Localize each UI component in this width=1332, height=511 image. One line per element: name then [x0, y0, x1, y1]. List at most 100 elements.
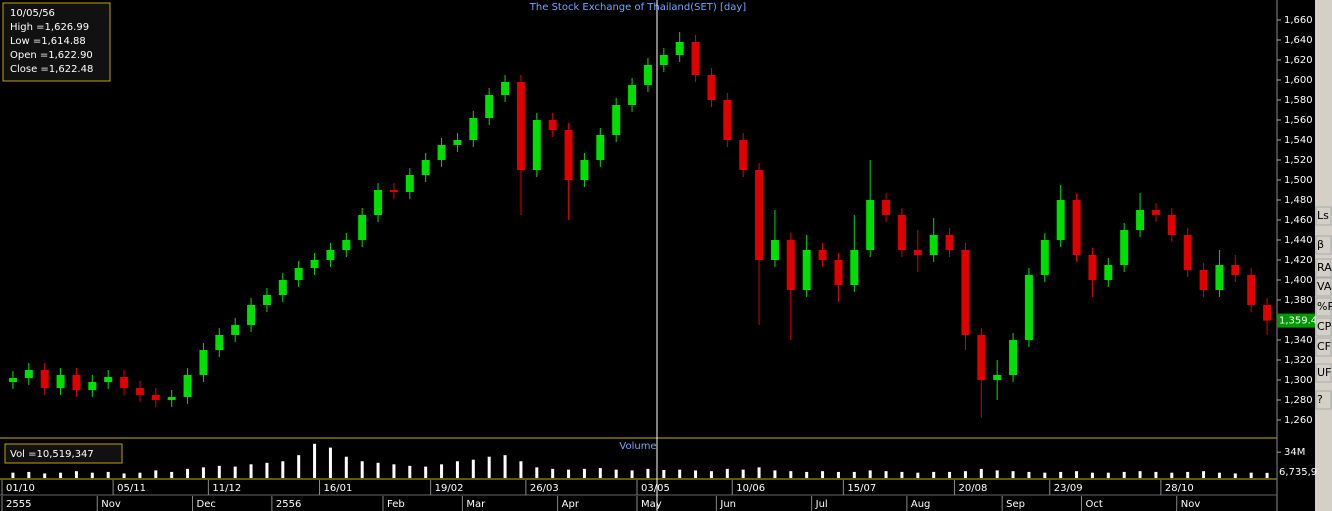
- candle-body: [469, 118, 478, 140]
- y-tick-label: 1,420: [1284, 255, 1313, 266]
- toolbar: [1315, 0, 1332, 511]
- toolbar-button[interactable]: [1315, 337, 1332, 357]
- month-label: Jun: [719, 499, 736, 510]
- candle-body: [723, 100, 732, 140]
- y-tick-label: 1,580: [1284, 95, 1313, 106]
- month-label: Aug: [911, 499, 931, 510]
- candle-body: [596, 135, 605, 160]
- volume-bar: [503, 455, 507, 478]
- toolbar-label[interactable]: ?: [1317, 393, 1323, 406]
- toolbar-label[interactable]: CP: [1317, 320, 1332, 333]
- candle-body: [72, 375, 81, 390]
- volume-bar: [328, 447, 332, 478]
- candle-body: [104, 377, 113, 382]
- candle-body: [1072, 200, 1081, 255]
- volume-bar: [27, 471, 31, 478]
- volume-bar: [1043, 472, 1047, 478]
- candle-body: [802, 250, 811, 290]
- candle-body: [612, 105, 621, 135]
- toolbar-button[interactable]: [1315, 297, 1332, 317]
- candle-body: [199, 350, 208, 375]
- candle-body: [151, 395, 160, 400]
- volume-bar: [471, 459, 475, 478]
- volume-bar: [789, 471, 793, 478]
- toolbar-button[interactable]: [1315, 277, 1332, 297]
- volume-bar: [487, 456, 491, 478]
- date-label: 05/11: [117, 483, 146, 494]
- month-label: May: [641, 499, 662, 510]
- candle-body: [1056, 200, 1065, 240]
- volume-bar: [519, 461, 523, 478]
- toolbar-button[interactable]: [1315, 235, 1332, 255]
- volume-bar: [1170, 472, 1174, 478]
- candle-body: [56, 375, 65, 388]
- y-tick-label: 1,660: [1284, 15, 1313, 26]
- toolbar-button[interactable]: [1315, 258, 1332, 278]
- y-tick-label: 1,300: [1284, 375, 1313, 386]
- candle-body: [755, 170, 764, 260]
- toolbar-button[interactable]: [1315, 317, 1332, 337]
- volume-bar: [567, 469, 571, 478]
- volume-bar: [376, 462, 380, 478]
- volume-bar: [821, 471, 825, 478]
- toolbar-button[interactable]: [1315, 206, 1332, 226]
- volume-bar: [773, 470, 777, 478]
- volume-bar: [59, 472, 63, 478]
- date-label: 23/09: [1054, 483, 1083, 494]
- volume-bar: [11, 472, 15, 478]
- candle-body: [866, 200, 875, 250]
- candle-body: [834, 260, 843, 285]
- volume-bar: [535, 467, 539, 478]
- volume-bar: [678, 469, 682, 478]
- candle-body: [135, 388, 144, 395]
- toolbar-label[interactable]: CF: [1317, 340, 1331, 353]
- volume-bar: [963, 471, 967, 478]
- volume-bar: [217, 465, 221, 478]
- candle-body: [786, 240, 795, 290]
- date-label: 15/07: [847, 483, 876, 494]
- candle-body: [342, 240, 351, 250]
- toolbar-label[interactable]: UF: [1317, 366, 1331, 379]
- candle-body: [183, 375, 192, 397]
- y-tick-label: 1,620: [1284, 55, 1313, 66]
- date-label: 01/10: [6, 483, 35, 494]
- candle-body: [993, 375, 1002, 380]
- date-label: 03/05: [641, 483, 670, 494]
- candle-body: [485, 95, 494, 118]
- date-label: 26/03: [530, 483, 559, 494]
- volume-bar: [1265, 472, 1269, 478]
- y-tick-label: 1,600: [1284, 75, 1313, 86]
- volume-bar: [852, 471, 856, 478]
- y-tick-label: 1,280: [1284, 395, 1313, 406]
- volume-bar: [805, 471, 809, 478]
- toolbar-label[interactable]: Ls: [1317, 209, 1329, 222]
- volume-bar: [265, 462, 269, 478]
- toolbar-label[interactable]: RA: [1317, 261, 1332, 274]
- candle-body: [453, 140, 462, 145]
- candle-body: [326, 250, 335, 260]
- volume-bar: [43, 473, 47, 478]
- volume-bar: [249, 464, 253, 478]
- volume-bar: [1075, 471, 1079, 478]
- candle-body: [501, 82, 510, 95]
- candle-body: [850, 250, 859, 285]
- toolbar-button[interactable]: [1315, 390, 1332, 410]
- candle-body: [818, 250, 827, 260]
- toolbar-button[interactable]: [1315, 363, 1332, 383]
- candle-body: [913, 250, 922, 255]
- chart-title: The Stock Exchange of Thailand(SET) [day…: [529, 2, 746, 13]
- candle-body: [215, 335, 224, 350]
- volume-bar: [1106, 472, 1110, 478]
- y-tick-label: 1,440: [1284, 235, 1313, 246]
- toolbar-label[interactable]: β: [1317, 238, 1324, 251]
- candle-body: [1009, 340, 1018, 375]
- candle-body: [88, 382, 97, 390]
- month-label: Sep: [1006, 499, 1025, 510]
- info-line: Open =1,622.90: [10, 50, 93, 61]
- candle-body: [628, 85, 637, 105]
- toolbar-label[interactable]: VA: [1317, 280, 1332, 293]
- volume-bar: [1186, 471, 1190, 478]
- toolbar-label[interactable]: %P: [1317, 300, 1332, 313]
- y-tick-label: 1,460: [1284, 215, 1313, 226]
- volume-bar: [598, 468, 602, 478]
